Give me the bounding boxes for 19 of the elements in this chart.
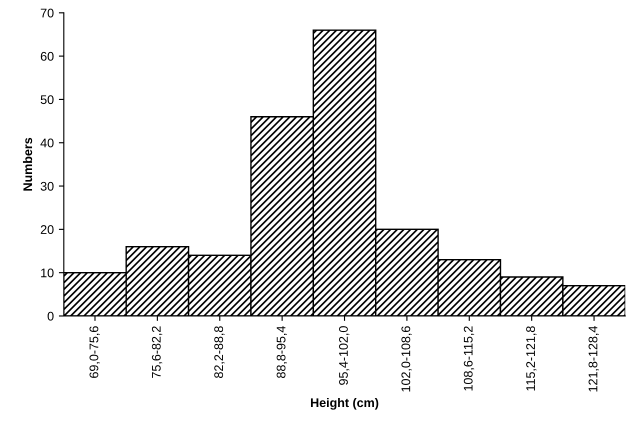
x-tick-label: 95,4-102,0 [339, 326, 350, 385]
x-tick-label: 121,8-128,4 [588, 326, 599, 392]
x-tick-label: 88,8-95,4 [276, 326, 287, 378]
y-tick-label: 40 [40, 138, 54, 148]
x-axis-title: Height (cm) [310, 398, 378, 410]
x-tick-label: 82,2-88,8 [214, 326, 225, 378]
y-tick-label: 70 [40, 8, 54, 18]
x-tick-label: 102,0-108,6 [401, 326, 412, 392]
x-tick-label: 75,6-82,2 [152, 326, 162, 378]
y-tick-label: 20 [40, 225, 54, 234]
x-tick-label: 115,2-121,8 [526, 326, 536, 391]
y-tick-label: 60 [40, 52, 54, 61]
y-tick-label: 10 [41, 268, 54, 278]
x-tick-label: 69,0-75,6 [89, 326, 100, 378]
y-tick-label: 50 [40, 95, 54, 104]
y-axis-title: Numbers [22, 138, 32, 191]
y-tick-label: 0 [48, 312, 54, 321]
x-tick-label: 108,6-115,2 [464, 326, 474, 391]
y-tick-label: 30 [40, 182, 54, 191]
